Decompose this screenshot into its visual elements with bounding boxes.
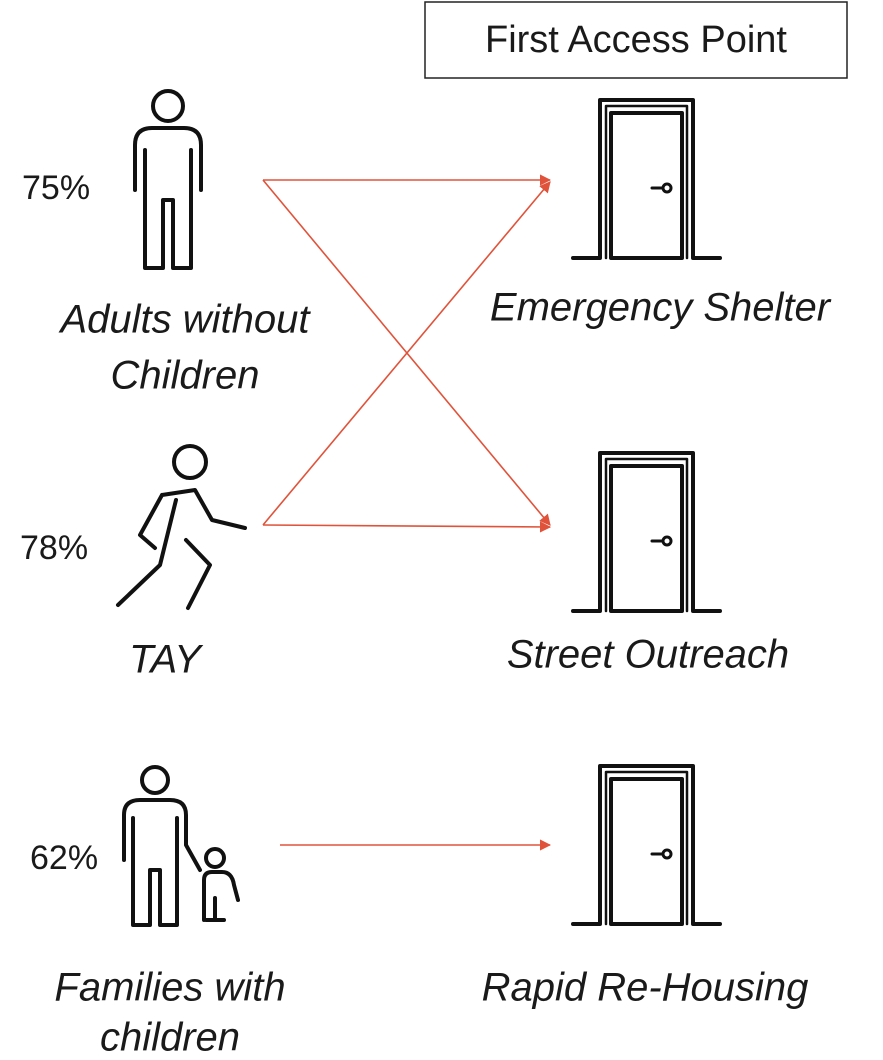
group-percent: 78% bbox=[20, 529, 88, 567]
group-label: Families with bbox=[54, 966, 285, 1010]
destination-label: Rapid Re-Housing bbox=[482, 966, 809, 1010]
header-box bbox=[424, 1, 848, 79]
header-title: First Access Point bbox=[485, 19, 787, 61]
walking-icon bbox=[116, 444, 247, 610]
destination-label: Emergency Shelter bbox=[490, 286, 832, 330]
arrow bbox=[262, 521, 552, 533]
arrow bbox=[262, 181, 551, 526]
door-icon bbox=[571, 764, 722, 926]
group-percent: 62% bbox=[30, 839, 98, 877]
group-label: children bbox=[100, 1016, 240, 1060]
group-label: Adults without bbox=[58, 298, 311, 342]
family-icon bbox=[122, 765, 240, 927]
group-percent: 75% bbox=[22, 169, 90, 207]
door-icon bbox=[571, 451, 722, 613]
group-label: Children bbox=[111, 354, 260, 398]
group-label: TAY bbox=[129, 638, 204, 682]
arrows bbox=[262, 174, 552, 851]
destination-label: Street Outreach bbox=[507, 633, 789, 677]
door-icon bbox=[571, 98, 722, 260]
adult-icon bbox=[133, 89, 203, 270]
